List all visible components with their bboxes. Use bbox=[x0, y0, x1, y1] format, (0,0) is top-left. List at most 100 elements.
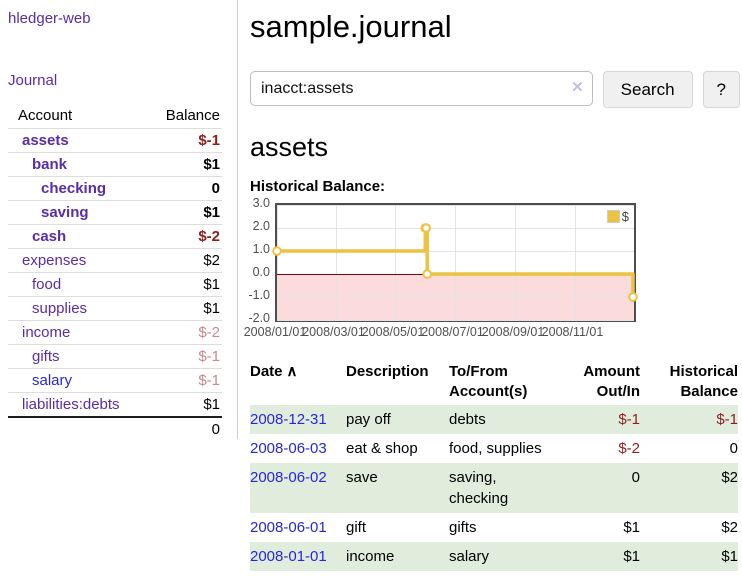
account-link[interactable]: income bbox=[22, 324, 71, 341]
chart-title: Historical Balance: bbox=[250, 178, 386, 195]
transaction-description: pay off bbox=[346, 411, 391, 428]
transaction-balance: $1 bbox=[721, 548, 738, 565]
account-link[interactable]: liabilities:debts bbox=[22, 396, 120, 413]
transaction-balance: $2 bbox=[721, 469, 738, 486]
y-axis-tick-label: 2.0 bbox=[252, 219, 270, 233]
sidebar-account-row: saving $1 bbox=[8, 200, 222, 225]
account-link[interactable]: bank bbox=[32, 156, 68, 173]
register-column-amount-out-in: Amount Out/In bbox=[583, 363, 640, 400]
transaction-date-link[interactable]: 2008-06-02 bbox=[250, 469, 327, 486]
register-column-date[interactable]: Date ∧ bbox=[250, 363, 298, 380]
chart-legend: $ bbox=[604, 208, 631, 225]
y-axis-tick-label: 0.0 bbox=[252, 265, 270, 279]
register-row: 2008-06-02 save saving, checking 0 $2 bbox=[250, 463, 738, 513]
account-link[interactable]: supplies bbox=[32, 300, 88, 317]
register-column-historical-balance: Historical Balance bbox=[669, 363, 738, 400]
account-link[interactable]: salary bbox=[32, 372, 73, 389]
account-balance: $-2 bbox=[150, 320, 222, 345]
transaction-amount: $1 bbox=[623, 548, 640, 565]
x-axis-tick-label: 2008/09/01 bbox=[481, 325, 545, 339]
main-content: sample.journal ✕ Search ? assets Histori… bbox=[244, 0, 740, 571]
sidebar: hledger-web Journal Account Balance asse… bbox=[0, 0, 238, 441]
transaction-amount: $-1 bbox=[618, 411, 640, 428]
search-button[interactable]: Search bbox=[602, 71, 693, 108]
search-box: ✕ bbox=[250, 71, 593, 108]
data-point-marker bbox=[422, 269, 432, 279]
account-balance: $-2 bbox=[150, 224, 222, 249]
search-input[interactable] bbox=[250, 71, 593, 106]
gridline bbox=[277, 205, 278, 320]
historical-balance-chart[interactable]: $3.0 2.0 1.0 0.0 -1.0 -2.0 2008/01/01 2008/03/0… bbox=[244, 196, 730, 341]
clear-search-icon[interactable]: ✕ bbox=[571, 79, 584, 96]
transaction-balance: 0 bbox=[729, 440, 738, 457]
account-link[interactable]: assets bbox=[22, 132, 69, 149]
data-point-marker bbox=[421, 223, 431, 233]
x-axis-tick-label: 2008/05/01 bbox=[361, 325, 425, 339]
account-balance: $-1 bbox=[150, 344, 222, 369]
gridline bbox=[454, 205, 456, 320]
gridline bbox=[277, 251, 634, 252]
account-balance: 0 bbox=[150, 176, 222, 201]
account-link[interactable]: cash bbox=[32, 228, 67, 245]
sidebar-account-row: income $-2 bbox=[8, 320, 222, 345]
register-table: Date ∧ Description To/From Account(s) Amount… bbox=[250, 359, 738, 571]
account-link[interactable]: checking bbox=[41, 180, 107, 197]
register-column-to-from-account-s-: To/From Account(s) bbox=[449, 363, 528, 400]
sidebar-total-row: 0 bbox=[8, 416, 222, 441]
gridline bbox=[277, 205, 634, 206]
search-form: ✕ Search ? bbox=[250, 71, 740, 108]
sidebar-account-row: supplies $1 bbox=[8, 296, 222, 321]
transaction-date-link[interactable]: 2008-12-31 bbox=[250, 411, 327, 428]
gridline bbox=[574, 205, 576, 320]
sidebar-account-row: liabilities:debts $1 bbox=[8, 392, 222, 418]
transaction-accounts: salary bbox=[449, 548, 490, 565]
account-link[interactable]: expenses bbox=[22, 252, 87, 269]
account-link[interactable]: food bbox=[32, 276, 62, 293]
sidebar-account-row: salary $-1 bbox=[8, 368, 222, 393]
help-button[interactable]: ? bbox=[702, 71, 740, 108]
transaction-accounts: gifts bbox=[449, 519, 477, 536]
x-axis-tick-label: 2008/03/01 bbox=[302, 325, 365, 339]
gridline bbox=[277, 228, 634, 229]
account-link[interactable]: gifts bbox=[32, 348, 60, 365]
register-row: 2008-12-31 pay off debts $-1 $-1 bbox=[250, 405, 738, 434]
balance-line-series bbox=[272, 223, 638, 302]
register-row: 2008-06-03 eat & shop food, supplies $-2 0 bbox=[250, 434, 738, 463]
gridline bbox=[335, 205, 337, 320]
sort-ascending-icon: ∧ bbox=[286, 363, 298, 380]
account-balance: $2 bbox=[150, 248, 222, 273]
legend-swatch-icon bbox=[606, 210, 620, 223]
x-axis-tick-label: 2008/11/01 bbox=[541, 325, 604, 339]
sidebar-accounts-table: Account Balance assets $-1 bank $1 checking 0… bbox=[8, 104, 222, 441]
sidebar-account-row: gifts $-1 bbox=[8, 344, 222, 369]
transaction-date-link[interactable]: 2008-06-01 bbox=[250, 519, 327, 536]
transaction-date-link[interactable]: 2008-01-01 bbox=[250, 548, 327, 565]
y-axis-tick-label: -1.0 bbox=[248, 288, 270, 302]
gridline bbox=[515, 205, 516, 320]
account-balance: $1 bbox=[150, 392, 222, 418]
gridline bbox=[395, 205, 397, 320]
transaction-description: save bbox=[346, 469, 378, 486]
sidebar-column-account: Account bbox=[8, 104, 151, 129]
account-balance: $-1 bbox=[150, 368, 222, 393]
sidebar-account-row: cash $-2 bbox=[8, 224, 222, 249]
brand-link[interactable]: hledger-web bbox=[8, 10, 91, 27]
transaction-accounts: debts bbox=[449, 411, 486, 428]
data-point-marker bbox=[272, 246, 282, 256]
transaction-balance: $-1 bbox=[716, 411, 738, 428]
register-account-heading: assets bbox=[250, 132, 329, 162]
sidebar-account-row: food $1 bbox=[8, 272, 222, 297]
account-link[interactable]: saving bbox=[41, 204, 89, 221]
sidebar-account-row: bank $1 bbox=[8, 152, 222, 177]
account-balance: $1 bbox=[150, 272, 222, 297]
y-axis-tick-label: 1.0 bbox=[252, 242, 270, 256]
transaction-amount: $-2 bbox=[618, 440, 640, 457]
transaction-description: income bbox=[346, 548, 395, 565]
account-balance: $-1 bbox=[150, 128, 222, 153]
sidebar-item-journal[interactable]: Journal bbox=[8, 72, 58, 89]
transaction-date-link[interactable]: 2008-06-03 bbox=[250, 440, 327, 457]
transaction-balance: $2 bbox=[721, 519, 738, 536]
gridline bbox=[277, 297, 634, 298]
register-row: 2008-01-01 income salary $1 $1 bbox=[250, 542, 738, 571]
sidebar-account-row: assets $-1 bbox=[8, 128, 222, 153]
